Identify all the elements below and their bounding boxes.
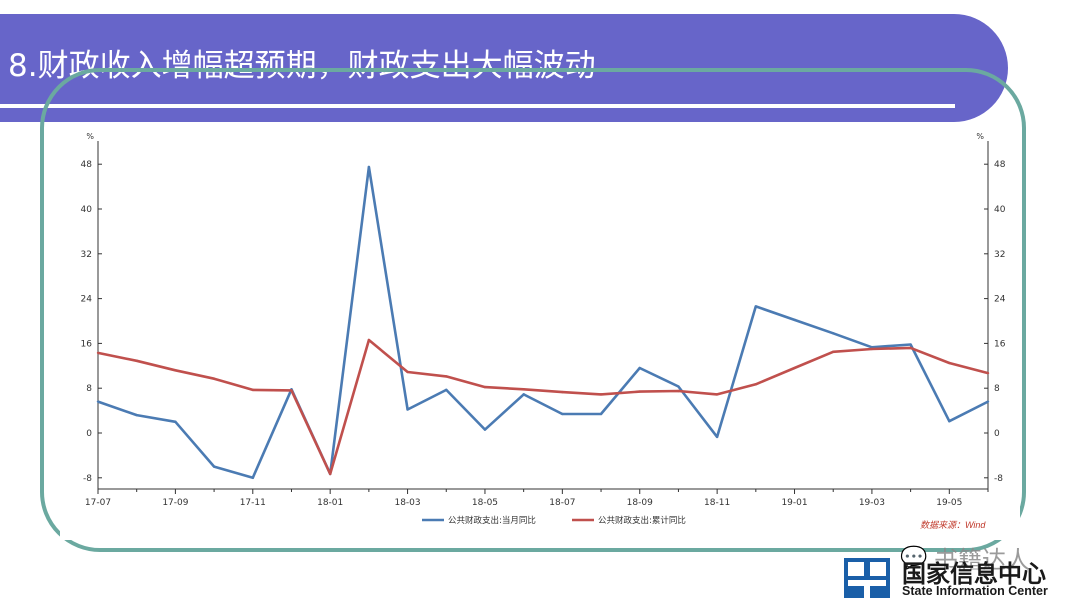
x-tick-label: 18-05	[472, 498, 498, 508]
watermark: 💬 书籍达人	[900, 538, 1040, 574]
data-point-series-1	[948, 420, 951, 423]
y-tick-label-left: 24	[81, 295, 93, 305]
y-tick-label-right: -8	[994, 474, 1003, 484]
data-point-series-2	[948, 361, 951, 365]
data-point-series-1	[909, 343, 912, 346]
data-point-series-2	[754, 383, 758, 386]
content-frame	[40, 68, 1026, 552]
data-point-series-1	[561, 412, 564, 416]
data-point-series-2	[367, 338, 371, 342]
y-tick-label-left: 16	[81, 339, 93, 349]
y-tick-label-right: 40	[994, 205, 1006, 215]
data-point-series-1	[96, 400, 100, 403]
y-tick-label-right: 8	[994, 384, 1000, 394]
wechat-icon: 💬	[900, 546, 928, 571]
legend-label-1: 公共财政支出:当月同比	[448, 515, 536, 526]
data-point-series-1	[715, 435, 719, 439]
state-information-center-logo: 国家信息中心 State Information Center	[844, 556, 1074, 604]
data-point-series-2	[677, 389, 680, 393]
data-point-series-1	[483, 428, 487, 431]
data-point-series-2	[212, 377, 216, 380]
y-axis-left-unit: %	[86, 132, 94, 141]
data-point-series-2	[715, 393, 719, 396]
data-point-series-1	[754, 305, 758, 308]
data-point-series-2	[174, 369, 177, 372]
logo-english-name: State Information Center	[902, 584, 1048, 598]
series-line-1	[97, 165, 989, 480]
data-point-series-1	[367, 165, 371, 169]
y-tick-label-right: 48	[994, 160, 1006, 170]
data-point-series-2	[445, 375, 448, 378]
data-point-series-2	[522, 388, 525, 391]
data-point-series-2	[832, 350, 835, 353]
y-tick-label-left: 40	[81, 205, 93, 215]
data-point-series-2	[406, 370, 409, 374]
y-tick-label-left: 0	[86, 429, 92, 439]
x-tick-label: 19-03	[859, 498, 885, 508]
y-tick-label-left: -8	[83, 474, 92, 484]
series-line-2	[97, 338, 989, 476]
data-point-series-2	[135, 359, 138, 362]
y-tick-label-right: 32	[994, 250, 1005, 260]
y-axis-right-unit: %	[976, 132, 984, 141]
data-point-series-1	[793, 318, 796, 322]
data-point-series-2	[986, 371, 990, 375]
data-point-series-2	[483, 385, 487, 389]
data-point-series-1	[212, 465, 216, 468]
data-point-series-1	[174, 420, 177, 423]
legend-label-2: 公共财政支出:累计同比	[598, 515, 686, 526]
data-point-series-1	[986, 400, 990, 403]
y-tick-label-left: 8	[86, 384, 92, 394]
y-tick-label-right: 0	[994, 429, 1000, 439]
data-point-series-1	[522, 393, 525, 396]
data-point-series-2	[290, 389, 293, 392]
data-point-series-1	[445, 388, 448, 392]
x-tick-label: 18-01	[317, 498, 343, 508]
x-tick-label: 17-07	[85, 498, 111, 508]
slide-title: 8.财政收入增幅超预期，财政支出大幅波动	[8, 48, 596, 84]
watermark-text: 书籍达人	[934, 546, 1030, 574]
x-tick-label: 17-11	[240, 498, 266, 508]
title-underline	[0, 104, 955, 108]
x-tick-label: 18-09	[627, 498, 653, 508]
logo-mark-icon	[844, 558, 890, 598]
line-chart: % % -8 -8 0 0 8 8 16 16 24 24 32 32 40 40 48 48 17-07 17-09…	[81, 132, 1006, 526]
data-point-series-2	[251, 388, 254, 392]
data-point-series-2	[638, 390, 641, 393]
data-point-series-1	[832, 332, 835, 335]
data-point-series-1	[599, 412, 603, 416]
data-source-note: 数据来源：Wind	[920, 520, 986, 530]
data-point-series-1	[638, 366, 641, 370]
data-point-series-2	[599, 393, 603, 396]
y-tick-label-left: 32	[81, 250, 92, 260]
x-tick-label: 18-07	[549, 498, 575, 508]
y-tick-label-right: 16	[994, 339, 1006, 349]
data-point-series-1	[406, 408, 409, 411]
data-point-series-2	[909, 346, 912, 350]
logo-chinese-name: 国家信息中心	[902, 560, 1046, 588]
data-point-series-1	[251, 476, 254, 479]
data-point-series-2	[561, 390, 564, 394]
y-tick-label-right: 24	[994, 295, 1006, 305]
x-tick-label: 17-09	[162, 498, 188, 508]
y-tick-label-left: 48	[81, 160, 93, 170]
x-tick-label: 19-01	[781, 498, 807, 508]
data-point-series-1	[135, 413, 138, 417]
x-tick-label: 18-11	[704, 498, 730, 508]
data-point-series-1	[677, 385, 680, 388]
chart-area: %% -8 -8 0 0 8 8 16 16 24 24 32 32 40 40 48 48 17-07 17-09…	[60, 130, 1020, 540]
x-tick-label: 19-05	[936, 498, 962, 508]
x-tick-label: 18-03	[394, 498, 420, 508]
data-point-series-2	[96, 351, 100, 355]
data-point-series-2	[870, 347, 874, 351]
data-point-series-2	[793, 366, 796, 370]
data-point-series-2	[328, 472, 332, 476]
